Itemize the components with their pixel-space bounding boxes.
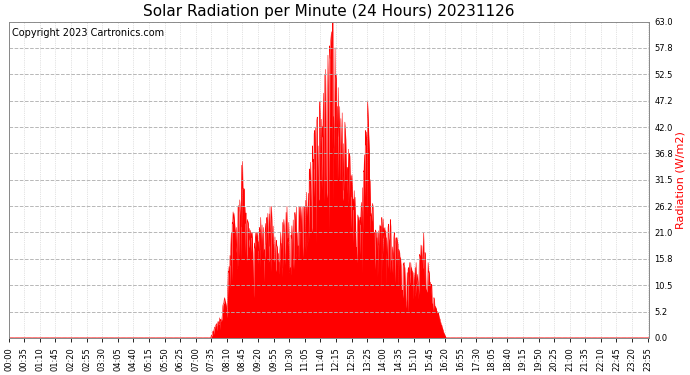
Title: Solar Radiation per Minute (24 Hours) 20231126: Solar Radiation per Minute (24 Hours) 20… (144, 4, 515, 19)
Text: Copyright 2023 Cartronics.com: Copyright 2023 Cartronics.com (12, 28, 164, 38)
Y-axis label: Radiation (W/m2): Radiation (W/m2) (676, 131, 686, 229)
